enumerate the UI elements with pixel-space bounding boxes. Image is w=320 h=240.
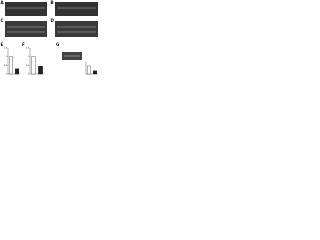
y-tick-label: 0.5: [4, 65, 8, 67]
bar: [87, 65, 91, 75]
bar: [15, 68, 19, 75]
y-tick-label: 1: [6, 56, 8, 58]
blot: [55, 2, 98, 16]
y-tick-label: 1.5: [26, 48, 30, 50]
panel-label: A: [1, 0, 5, 5]
blot-panels: [5, 2, 98, 60]
bar: [38, 66, 43, 75]
bar: [9, 56, 13, 75]
y-tick-label: 1.5: [4, 48, 8, 50]
figure: A B C D E F G 0 0.5 1 1.5 0 0.5 1 1.5: [1, 0, 98, 76]
panel-label: C: [1, 18, 4, 23]
bands: [7, 7, 96, 57]
blot: [5, 21, 47, 37]
panel-label: G: [56, 42, 59, 47]
y-tick-label: 1: [28, 56, 30, 58]
panel-label: D: [51, 18, 55, 23]
bar: [31, 56, 36, 75]
blot: [55, 21, 98, 37]
panel-label: E: [1, 42, 4, 47]
blot: [5, 2, 47, 16]
y-tick-label: 0: [28, 74, 30, 76]
panel-label: B: [51, 0, 54, 5]
bar: [93, 70, 97, 75]
y-tick-label: 0.5: [26, 65, 30, 67]
panel-label: F: [22, 42, 25, 47]
y-tick-label: 0: [6, 74, 8, 76]
